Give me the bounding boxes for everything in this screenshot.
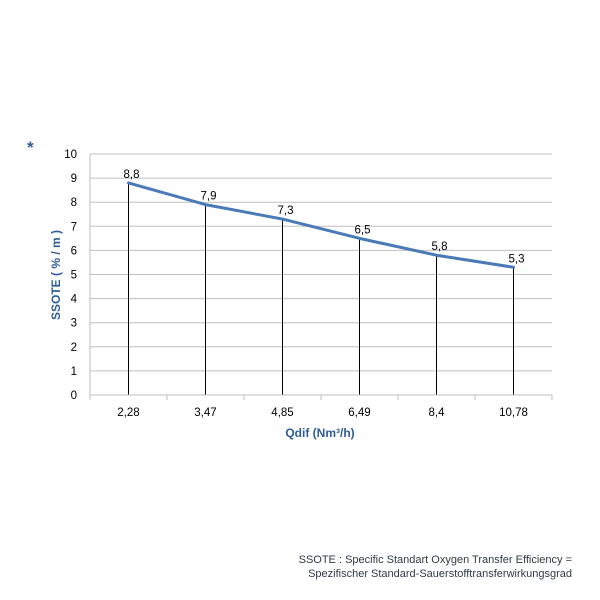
x-tick-label: 2,28: [117, 407, 139, 419]
footnote-line-2: Spezifischer Standard-Sauerstofftransfer…: [308, 568, 572, 580]
data-label: 5,8: [432, 241, 448, 253]
data-label: 6,5: [355, 224, 371, 236]
footnote: SSOTE : Specific Standart Oxygen Transfe…: [299, 553, 572, 581]
data-label: 5,3: [509, 253, 525, 265]
y-axis-title: SSOTE ( % / m ): [49, 230, 63, 320]
data-labels: 8,8 7,9 7,3 6,5 5,8 5,3: [124, 169, 525, 265]
asterisk-marker: *: [27, 138, 34, 157]
series-line: [127, 181, 515, 269]
y-tick-label: 2: [71, 342, 77, 354]
y-tick-label: 5: [71, 270, 77, 282]
axes: [89, 154, 553, 400]
gridlines: [90, 153, 552, 372]
y-tick-label: 0: [71, 390, 77, 402]
x-tick-label: 4,85: [271, 407, 293, 419]
drop-lines: [128, 182, 514, 395]
y-tick-label: 3: [71, 318, 77, 330]
footnote-line-1: SSOTE : Specific Standart Oxygen Transfe…: [298, 554, 572, 566]
x-tick-label: 3,47: [194, 407, 216, 419]
series-line-group: [127, 181, 515, 269]
y-tick-labels: 0 1 2 3 4 5 6 7 8 9 10: [64, 149, 77, 402]
x-tick-label: 6,49: [348, 407, 370, 419]
y-tick-label: 1: [71, 366, 77, 378]
x-tick-labels: 2,28 3,47 4,85 6,49 8,4 10,78: [117, 407, 528, 419]
y-tick-label: 4: [71, 294, 78, 306]
y-tick-label: 8: [71, 197, 77, 209]
x-axis-title: Qdif (Nm³/h): [285, 426, 354, 440]
x-tick-label: 10,78: [499, 407, 528, 419]
data-label: 7,9: [201, 191, 217, 203]
data-label: 7,3: [278, 205, 294, 217]
x-tick-label: 8,4: [429, 407, 446, 419]
y-tick-label: 6: [71, 245, 77, 257]
data-label: 8,8: [124, 169, 140, 181]
y-tick-label: 10: [64, 149, 77, 161]
y-tick-label: 7: [71, 221, 77, 233]
y-tick-label: 9: [71, 173, 77, 185]
